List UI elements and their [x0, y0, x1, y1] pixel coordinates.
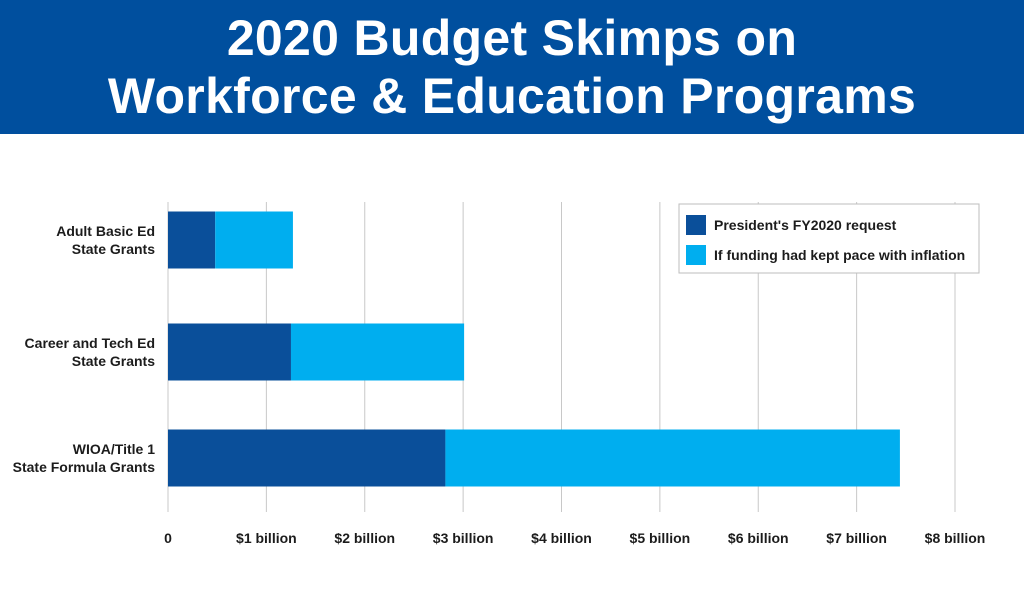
legend-swatch-0	[686, 215, 706, 235]
category-label: State Grants	[72, 353, 155, 369]
x-tick-label: $6 billion	[728, 530, 789, 546]
stacked-bar-chart: 0 $1 billion $2 billion $3 billion $4 billio…	[13, 202, 986, 546]
header-banner: 2020 Budget Skimps on Workforce & Educat…	[0, 0, 1024, 134]
title-line-1: 2020 Budget Skimps on	[226, 10, 798, 66]
x-tick-label: $1 billion	[236, 530, 297, 546]
x-tick-label: 0	[164, 530, 172, 546]
x-tick-label: $2 billion	[334, 530, 395, 546]
category-label: State Grants	[72, 241, 155, 257]
category-label: Career and Tech Ed	[25, 335, 155, 351]
legend-label-0: President's FY2020 request	[714, 217, 897, 233]
legend-box	[678, 203, 980, 274]
category-label: Adult Basic Ed	[56, 223, 155, 239]
legend-swatch-1	[686, 245, 706, 265]
x-tick-label: $5 billion	[630, 530, 691, 546]
legend-label-1: If funding had kept pace with inflation	[714, 247, 965, 263]
x-tick-label: $7 billion	[826, 530, 887, 546]
category-label: WIOA/Title 1	[73, 441, 155, 457]
bar-request-2	[168, 429, 446, 487]
bar-inflation-2	[445, 429, 900, 487]
bar-inflation-1	[290, 323, 465, 381]
x-tick-label: $4 billion	[531, 530, 592, 546]
x-tick-label: $8 billion	[925, 530, 986, 546]
category-label: State Formula Grants	[13, 459, 156, 475]
bar-request-0	[168, 211, 216, 269]
title-line-2: Workforce & Education Programs	[107, 68, 917, 124]
bar-inflation-0	[215, 211, 293, 269]
bar-request-1	[168, 323, 291, 381]
x-tick-label: $3 billion	[433, 530, 494, 546]
